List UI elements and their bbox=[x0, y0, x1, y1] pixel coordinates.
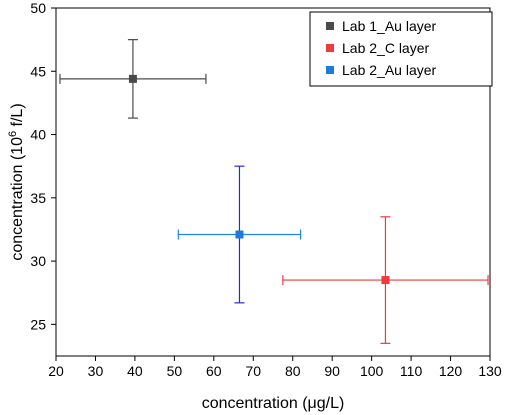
y-axis-label-prefix: concentration (10 bbox=[9, 137, 26, 261]
legend-marker bbox=[326, 44, 334, 52]
axes-frame bbox=[55, 7, 491, 357]
x-tick-label: 100 bbox=[360, 363, 384, 379]
legend-label: Lab 2_C layer bbox=[342, 40, 430, 56]
x-axis-ticks: 20 30 40 50 60 70 80 90 100 110 120 130 bbox=[48, 356, 502, 379]
x-tick-label: 110 bbox=[400, 363, 423, 379]
y-tick-label: 45 bbox=[30, 63, 46, 79]
series-lab-1-au-layer bbox=[59, 39, 207, 119]
data-point-marker bbox=[235, 230, 244, 239]
y-tick-label: 25 bbox=[30, 316, 46, 332]
legend-item-lab-1-au-layer: Lab 1_Au layer bbox=[326, 18, 437, 34]
x-tick-label: 20 bbox=[48, 363, 64, 379]
plot-area: 20 30 40 50 60 70 80 90 100 110 120 130 25 30 35 40 45 5… bbox=[30, 0, 501, 379]
x-tick-label: 120 bbox=[439, 363, 463, 379]
data-point-marker bbox=[381, 276, 390, 285]
y-axis-label-exponent: 6 bbox=[7, 131, 19, 137]
legend-items: Lab 1_Au layer Lab 2_C layer Lab 2_Au laye… bbox=[326, 18, 437, 78]
y-axis-ticks: 25 30 35 40 45 50 bbox=[30, 0, 56, 332]
series-lab-2-c-layer bbox=[282, 216, 489, 344]
legend-marker bbox=[326, 22, 334, 30]
x-tick-label: 60 bbox=[206, 363, 222, 379]
x-tick-label: 50 bbox=[167, 363, 183, 379]
legend-label: Lab 2_Au layer bbox=[342, 62, 437, 78]
x-tick-label: 70 bbox=[245, 363, 261, 379]
legend: Lab 1_Au layer Lab 2_C layer Lab 2_Au laye… bbox=[309, 11, 493, 87]
legend-box bbox=[309, 11, 493, 87]
y-tick-label: 40 bbox=[30, 127, 46, 143]
legend-item-lab-2-c-layer: Lab 2_C layer bbox=[326, 40, 430, 56]
legend-marker bbox=[326, 66, 334, 74]
data-point-marker bbox=[128, 74, 137, 83]
series-layer bbox=[59, 39, 489, 344]
legend-item-lab-2-au-layer: Lab 2_Au layer bbox=[326, 62, 437, 78]
x-axis-label: concentration (μg/L) bbox=[202, 395, 345, 412]
x-tick-label: 80 bbox=[285, 363, 301, 379]
y-tick-label: 35 bbox=[30, 190, 46, 206]
y-tick-label: 30 bbox=[30, 253, 46, 269]
legend-label: Lab 1_Au layer bbox=[342, 18, 437, 34]
y-axis-label: concentration (106 f/L) bbox=[7, 103, 26, 260]
x-tick-label: 130 bbox=[478, 363, 502, 379]
series-lab-2-au-layer bbox=[177, 165, 302, 304]
y-tick-label: 50 bbox=[30, 0, 46, 16]
x-tick-label: 30 bbox=[88, 363, 104, 379]
y-axis-label-suffix: f/L) bbox=[9, 103, 26, 131]
x-tick-label: 90 bbox=[324, 363, 340, 379]
x-tick-label: 40 bbox=[127, 363, 143, 379]
